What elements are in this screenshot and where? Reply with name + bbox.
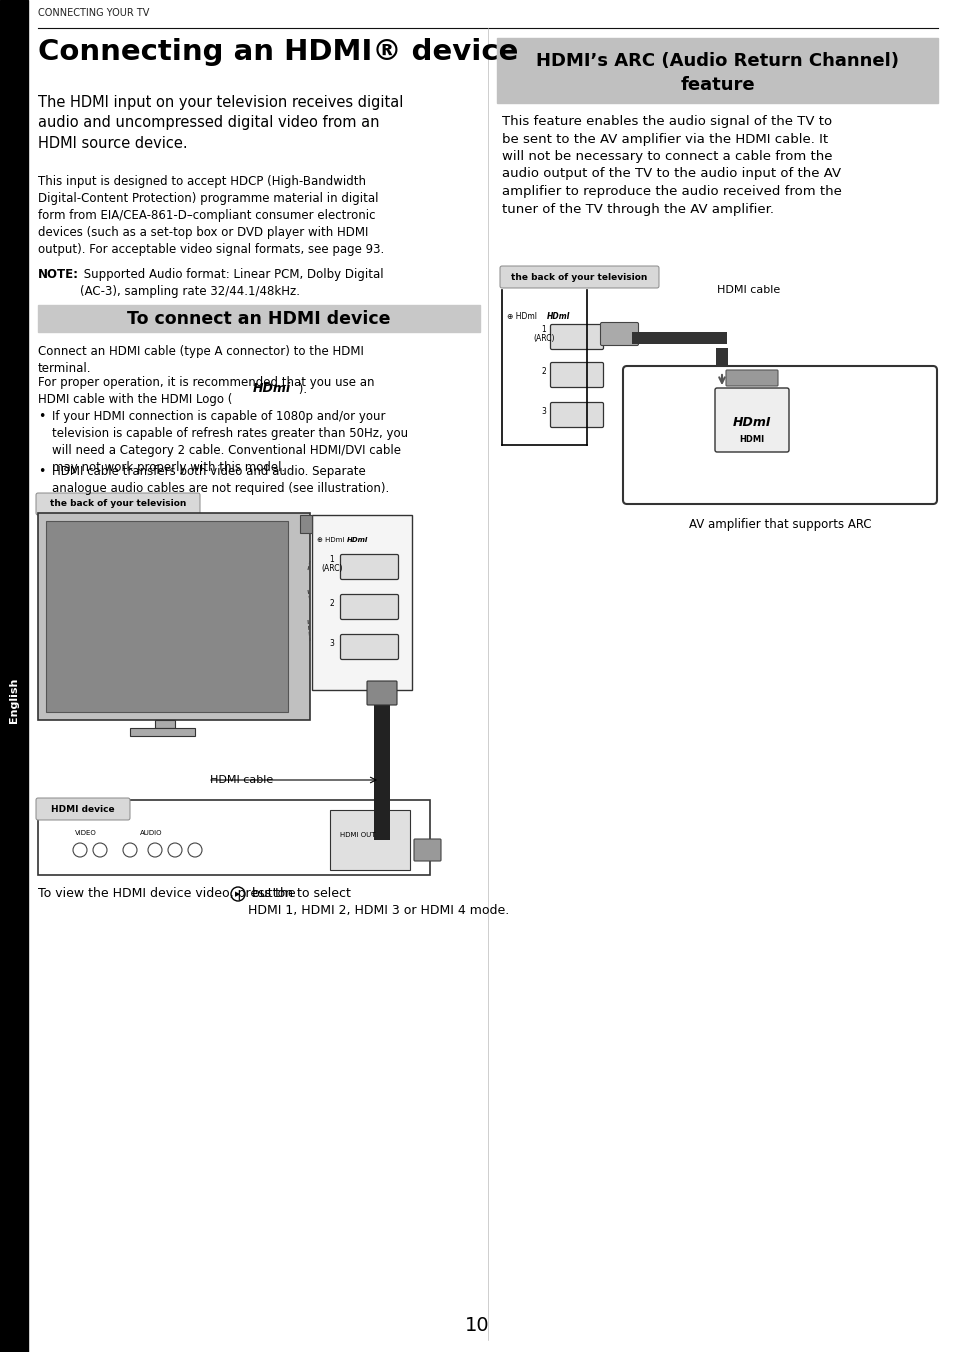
Text: 10: 10 bbox=[464, 1315, 489, 1334]
Circle shape bbox=[92, 844, 107, 857]
Text: If your HDMI connection is capable of 1080p and/or your
television is capable of: If your HDMI connection is capable of 10… bbox=[52, 410, 408, 475]
Bar bbox=[374, 795, 390, 840]
Text: 1
(ARC): 1 (ARC) bbox=[533, 326, 554, 342]
FancyBboxPatch shape bbox=[36, 493, 200, 515]
Text: HDmI: HDmI bbox=[347, 537, 368, 544]
Text: To view the HDMI device video, press the: To view the HDMI device video, press the bbox=[38, 887, 299, 900]
Circle shape bbox=[73, 844, 87, 857]
Bar bbox=[374, 690, 390, 821]
FancyBboxPatch shape bbox=[340, 634, 398, 660]
Circle shape bbox=[168, 844, 182, 857]
Text: the back of your television: the back of your television bbox=[50, 499, 186, 508]
FancyBboxPatch shape bbox=[714, 388, 788, 452]
Bar bbox=[38, 512, 310, 721]
Text: button to select
HDMI 1, HDMI 2, HDMI 3 or HDMI 4 mode.: button to select HDMI 1, HDMI 2, HDMI 3 … bbox=[248, 887, 509, 917]
Text: 1
(ARC): 1 (ARC) bbox=[321, 556, 342, 573]
Text: HDMI: HDMI bbox=[739, 435, 763, 445]
Text: The HDMI input on your television receives digital
audio and uncompressed digita: The HDMI input on your television receiv… bbox=[38, 95, 403, 151]
Text: HDMI’s ARC (Audio Return Channel): HDMI’s ARC (Audio Return Channel) bbox=[536, 51, 898, 69]
Text: This feature enables the audio signal of the TV to
be sent to the AV amplifier v: This feature enables the audio signal of… bbox=[501, 115, 841, 215]
Bar bbox=[716, 347, 727, 480]
Text: This input is designed to accept HDCP (High-Bandwidth
Digital-Content Protection: This input is designed to accept HDCP (H… bbox=[38, 174, 384, 256]
FancyBboxPatch shape bbox=[599, 323, 638, 346]
FancyBboxPatch shape bbox=[340, 595, 398, 619]
Text: HDmi: HDmi bbox=[253, 383, 291, 396]
Text: ⊕ HDmI: ⊕ HDmI bbox=[316, 537, 344, 544]
Text: To connect an HDMI device: To connect an HDMI device bbox=[127, 310, 391, 327]
Text: For proper operation, it is recommended that you use an
HDMI cable with the HDMI: For proper operation, it is recommended … bbox=[38, 376, 375, 406]
FancyBboxPatch shape bbox=[550, 403, 603, 427]
Bar bbox=[38, 306, 479, 333]
Text: HDMI cable transfers both video and audio. Separate
analogue audio cables are no: HDMI cable transfers both video and audi… bbox=[52, 465, 389, 495]
FancyBboxPatch shape bbox=[340, 554, 398, 580]
Text: English: English bbox=[9, 677, 19, 723]
Text: the back of your television: the back of your television bbox=[510, 273, 646, 281]
Text: HDMI cable: HDMI cable bbox=[717, 285, 780, 295]
FancyBboxPatch shape bbox=[367, 681, 396, 704]
Bar bbox=[330, 810, 410, 869]
Text: ).: ). bbox=[294, 383, 307, 396]
Bar bbox=[38, 800, 430, 875]
Text: HDMI OUT: HDMI OUT bbox=[339, 831, 375, 838]
FancyBboxPatch shape bbox=[499, 266, 659, 288]
FancyBboxPatch shape bbox=[725, 370, 778, 387]
Text: HDMI device: HDMI device bbox=[51, 804, 114, 814]
Text: NOTE:: NOTE: bbox=[38, 268, 79, 281]
Bar bbox=[46, 521, 288, 713]
Circle shape bbox=[188, 844, 202, 857]
Text: ▶: ▶ bbox=[235, 891, 240, 896]
FancyBboxPatch shape bbox=[550, 362, 603, 388]
Text: •: • bbox=[38, 465, 46, 479]
Text: 2: 2 bbox=[330, 599, 334, 608]
FancyBboxPatch shape bbox=[36, 798, 130, 821]
Bar bbox=[497, 38, 937, 103]
Text: Supported Audio format: Linear PCM, Dolby Digital
(AC-3), sampling rate 32/44.1/: Supported Audio format: Linear PCM, Dolb… bbox=[80, 268, 383, 297]
Text: •: • bbox=[38, 410, 46, 423]
Text: Connecting an HDMI® device: Connecting an HDMI® device bbox=[38, 38, 517, 66]
Text: 2: 2 bbox=[541, 368, 546, 376]
Text: ⊕ HDmI: ⊕ HDmI bbox=[506, 312, 537, 320]
Bar bbox=[312, 515, 412, 690]
Bar bbox=[631, 333, 726, 343]
Text: CONNECTING YOUR TV: CONNECTING YOUR TV bbox=[38, 8, 150, 18]
Text: HDmI: HDmI bbox=[546, 312, 570, 320]
Text: VIDEO: VIDEO bbox=[75, 830, 96, 836]
FancyBboxPatch shape bbox=[550, 324, 603, 350]
Text: AV amplifier that supports ARC: AV amplifier that supports ARC bbox=[688, 518, 870, 531]
FancyBboxPatch shape bbox=[414, 840, 440, 861]
Text: 3: 3 bbox=[541, 407, 546, 416]
Circle shape bbox=[148, 844, 162, 857]
Text: HDmI: HDmI bbox=[732, 415, 770, 429]
Text: Connect an HDMI cable (type A connector) to the HDMI
terminal.: Connect an HDMI cable (type A connector)… bbox=[38, 345, 363, 375]
Circle shape bbox=[231, 887, 245, 900]
Bar bbox=[0, 0, 28, 1352]
Bar bbox=[299, 515, 312, 533]
Text: 3: 3 bbox=[329, 639, 335, 649]
Circle shape bbox=[123, 844, 137, 857]
Text: AUDIO: AUDIO bbox=[140, 830, 162, 836]
Text: feature: feature bbox=[679, 76, 754, 93]
Bar bbox=[154, 721, 174, 727]
FancyBboxPatch shape bbox=[622, 366, 936, 504]
Text: HDMI cable: HDMI cable bbox=[210, 775, 273, 786]
Bar bbox=[130, 727, 194, 735]
